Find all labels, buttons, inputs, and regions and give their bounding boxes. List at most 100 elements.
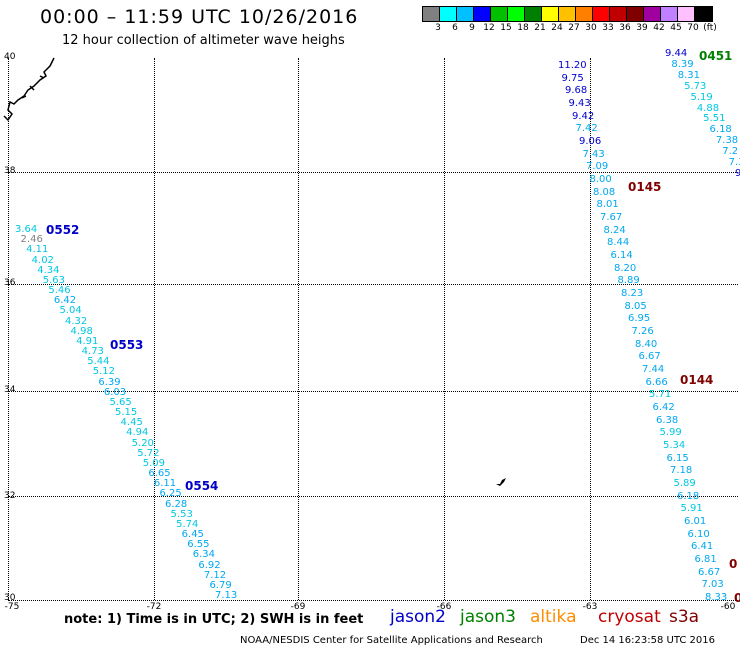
wave-height-value: 6.11 xyxy=(153,478,177,490)
color-scale-label: 15 xyxy=(500,23,512,33)
wave-height-value: 4.88 xyxy=(696,102,720,114)
pass-label: 0 xyxy=(734,591,740,605)
legend-altika: altika xyxy=(530,607,577,627)
wave-height-value: 8.01 xyxy=(596,199,619,211)
units-note: note: 1) Time is in UTC; 2) SWH is in fe… xyxy=(64,612,364,627)
color-swatch xyxy=(678,7,695,21)
wave-height-value: 5.91 xyxy=(680,503,703,515)
wave-height-value: 5.53 xyxy=(170,508,193,520)
color-scale-label: 42 xyxy=(653,23,665,33)
color-scale-label: 70 xyxy=(687,23,699,33)
wave-height-value: 5.99 xyxy=(659,427,682,439)
wave-height-value: 9.42 xyxy=(572,110,595,122)
lon-label: -63 xyxy=(582,602,598,612)
wave-height-value: 9.44 xyxy=(665,48,688,59)
wave-height-value: 6.18 xyxy=(709,124,732,136)
wave-height-value: 5.65 xyxy=(109,396,132,408)
color-swatch xyxy=(508,7,525,21)
lat-label: 30 xyxy=(4,593,16,603)
color-scale-label: 12 xyxy=(483,23,495,33)
legend-jason2: jason2 xyxy=(390,607,446,627)
legend-s3a: s3a xyxy=(669,607,700,627)
wave-height-value: 7.44 xyxy=(642,364,665,375)
wave-height-value: 6.01 xyxy=(684,516,707,527)
color-swatch xyxy=(542,7,559,21)
grid-line-lat xyxy=(8,600,738,601)
lon-label: -66 xyxy=(436,602,452,612)
legend-cryosat: cryosat xyxy=(598,607,661,627)
wave-height-value: 7.43 xyxy=(582,148,605,160)
wave-height-value: 5.51 xyxy=(703,113,726,125)
color-scale-bar xyxy=(422,6,713,22)
color-swatch xyxy=(627,7,644,21)
pass-label: 0553 xyxy=(110,338,144,352)
grid-line-lon xyxy=(154,58,155,600)
wave-height-value: 6.67 xyxy=(698,566,721,578)
color-scale-label: 33 xyxy=(602,23,614,33)
wave-height-value: 6.45 xyxy=(181,529,204,540)
wave-height-value: 7.2 xyxy=(722,146,739,158)
wave-height-value: 7.13 xyxy=(215,590,238,601)
pass-label: 0554 xyxy=(185,479,219,493)
wave-height-value: 4.91 xyxy=(76,335,99,347)
color-swatch xyxy=(593,7,610,21)
pass-label: 0144 xyxy=(680,373,714,387)
wave-height-value: 6.10 xyxy=(687,528,710,540)
wave-height-value: 8.40 xyxy=(635,338,658,350)
wave-height-value: 6.81 xyxy=(694,554,717,565)
wave-height-value: 4.45 xyxy=(120,417,143,429)
wave-height-value: 6.55 xyxy=(187,539,210,551)
wave-height-value: 7.03 xyxy=(701,579,724,591)
wave-height-value: 6.39 xyxy=(98,376,121,388)
color-swatch xyxy=(474,7,491,21)
pass-label: 0451 xyxy=(699,49,733,63)
wave-height-value: 11.20 xyxy=(558,60,587,71)
wave-height-value: 4.32 xyxy=(65,315,88,327)
wave-height-value: 6.15 xyxy=(666,452,689,464)
wave-height-value: 4.73 xyxy=(81,346,104,357)
wave-height-value: 5.12 xyxy=(92,366,116,378)
wave-height-value: 6.79 xyxy=(209,579,232,591)
wave-height-value: 6.41 xyxy=(691,541,714,553)
wave-height-value: 5.34 xyxy=(663,440,686,451)
color-swatch xyxy=(457,7,474,21)
color-scale-label: 24 xyxy=(551,23,563,33)
color-swatch xyxy=(644,7,661,21)
color-swatch xyxy=(576,7,593,21)
color-swatch xyxy=(661,7,678,21)
wave-height-value: 4.34 xyxy=(37,264,60,276)
color-scale-label: 18 xyxy=(517,23,529,33)
wave-height-value: 9 xyxy=(735,168,740,179)
wave-height-value: 6.65 xyxy=(148,468,171,479)
color-scale-label: 45 xyxy=(670,23,682,33)
color-swatch xyxy=(610,7,627,21)
grid-line-lat xyxy=(8,391,738,392)
wave-height-value: 6.38 xyxy=(656,414,679,426)
wave-height-value: 7.38 xyxy=(715,135,739,147)
color-scale-label: 6 xyxy=(452,23,458,33)
pass-label: 0552 xyxy=(46,223,80,237)
color-swatch xyxy=(440,7,457,21)
wave-height-value: 5.20 xyxy=(131,437,154,449)
wave-height-value: 9.43 xyxy=(568,98,591,109)
wave-height-value: 6.34 xyxy=(192,549,216,561)
wave-height-value: 7.3 xyxy=(728,157,740,169)
coastline-shape xyxy=(3,57,55,122)
wave-height-value: 5.63 xyxy=(42,274,66,286)
wave-height-value: 4.02 xyxy=(31,254,54,266)
wave-height-value: 6.66 xyxy=(645,376,668,388)
lon-label: -69 xyxy=(290,602,306,612)
wave-height-value: 5.73 xyxy=(684,80,707,92)
map-subtitle: 12 hour collection of altimeter wave hei… xyxy=(62,33,345,48)
wave-height-value: 5.46 xyxy=(48,285,71,296)
wave-height-value: 9.68 xyxy=(565,85,588,97)
color-swatch xyxy=(491,7,508,21)
wave-height-value: 6.18 xyxy=(677,490,700,502)
island-shape xyxy=(496,478,506,486)
wave-height-value: 4.94 xyxy=(126,427,149,439)
color-scale-label: 30 xyxy=(585,23,597,33)
wave-height-value: 5.74 xyxy=(176,518,199,530)
wave-height-value: 5.09 xyxy=(142,457,166,469)
color-scale-label: 3 xyxy=(435,23,441,33)
color-scale-label: 9 xyxy=(469,23,475,33)
